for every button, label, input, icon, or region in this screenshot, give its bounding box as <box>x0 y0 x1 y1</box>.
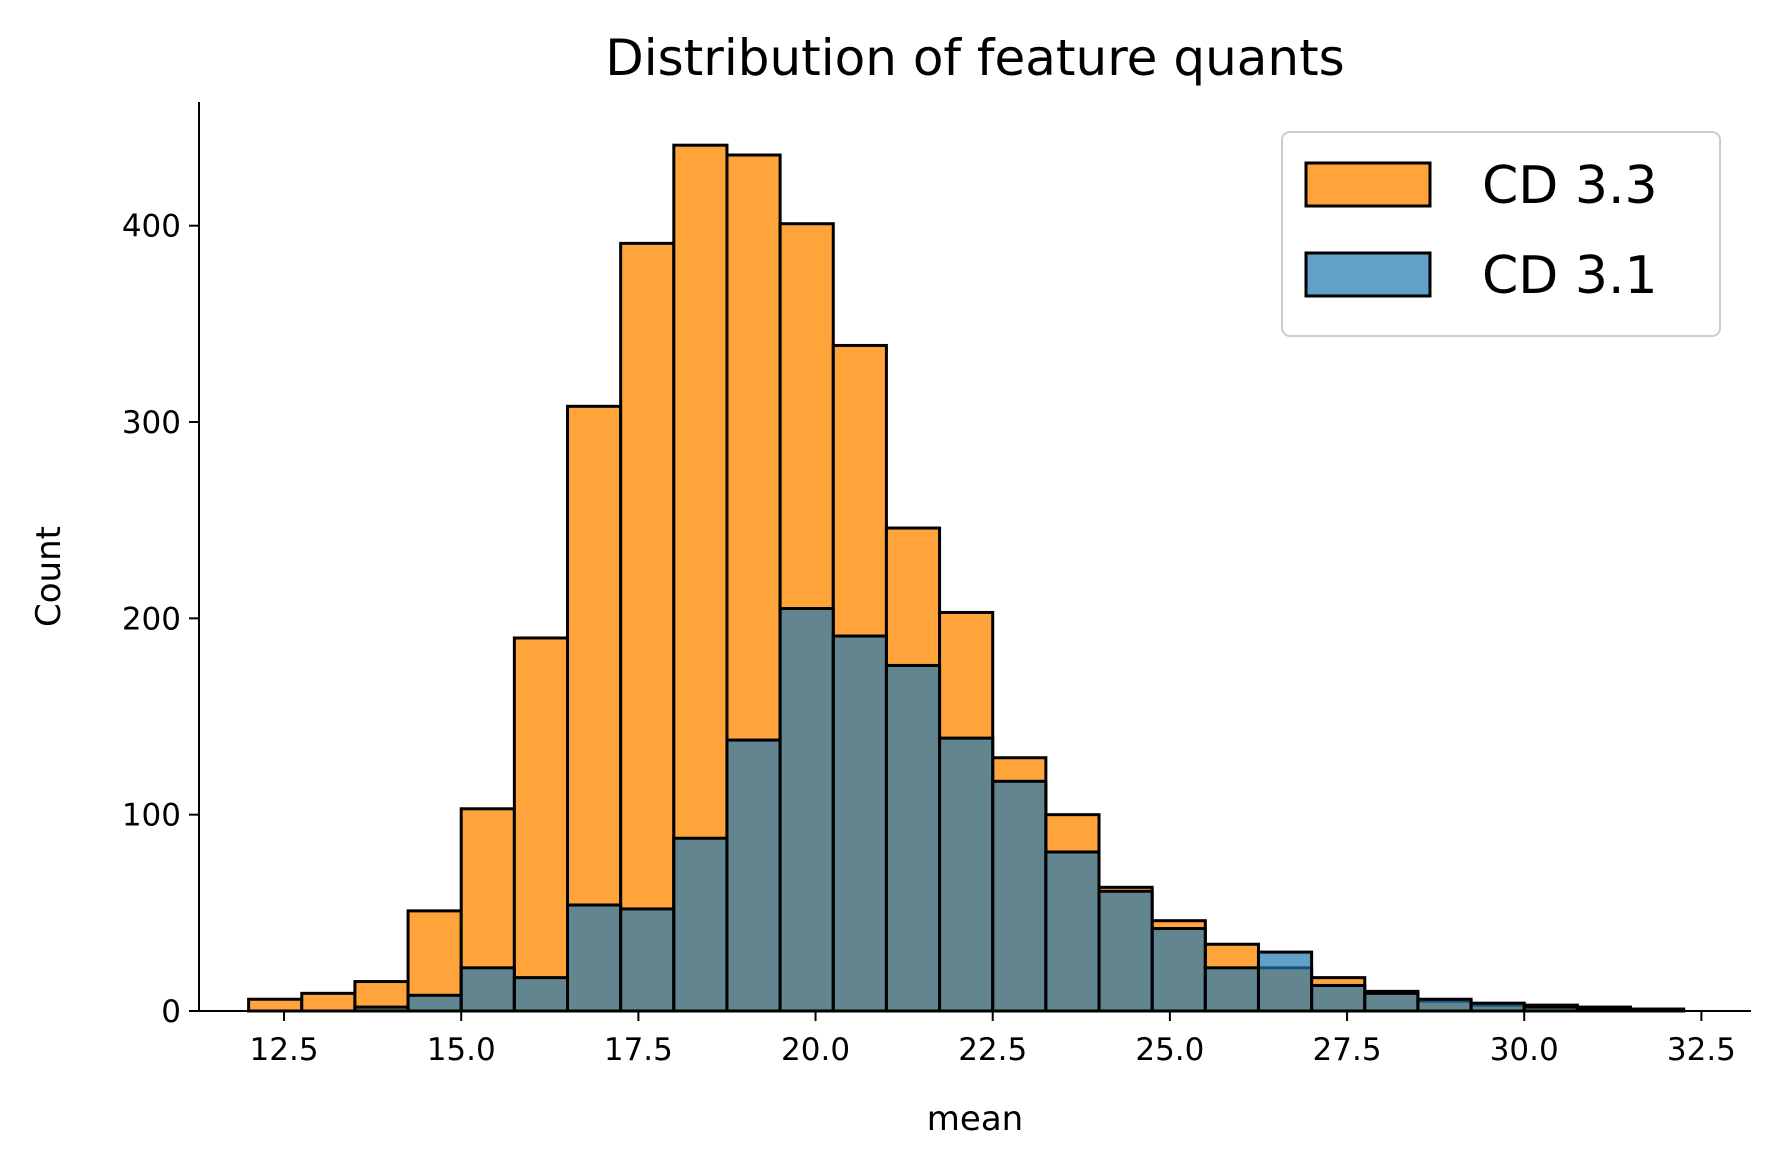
axes <box>198 102 1751 1012</box>
legend-label: CD 3.3 <box>1482 156 1658 216</box>
bar-cd33-7 <box>619 241 676 1013</box>
x-axis-label: mean <box>927 1099 1023 1139</box>
x-tick-label: 30.0 <box>1490 1032 1559 1068</box>
y-axis-label: Count <box>29 526 69 627</box>
y-ticks: 0 100 200 300 400 <box>122 209 199 1030</box>
legend-swatch <box>1304 251 1432 298</box>
legend-label: CD 3.1 <box>1482 246 1658 306</box>
bar-cd31-13 <box>938 736 995 1013</box>
bar-cd31-20 <box>1310 983 1367 1013</box>
x-tick-label: 22.5 <box>958 1032 1027 1068</box>
x-tick-label: 27.5 <box>1313 1032 1382 1068</box>
legend-swatch <box>1304 161 1432 208</box>
x-ticks: 12.5 15.0 17.5 20.0 22.5 25.0 27.5 30.0 32.5 <box>250 1011 1736 1068</box>
x-tick-label: 32.5 <box>1667 1032 1736 1068</box>
bar-cd33-1 <box>300 991 357 1013</box>
bar-cd31-7 <box>619 907 676 1013</box>
bar-cd31-18 <box>1203 966 1260 1013</box>
bar-cd31-22 <box>1416 997 1473 1013</box>
bar-cd31-6 <box>566 903 623 1013</box>
x-tick-label: 25.0 <box>1135 1032 1204 1068</box>
bar-cd31-14 <box>991 779 1048 1013</box>
x-tick-label: 15.0 <box>427 1032 496 1068</box>
bar-cd31-16 <box>1097 889 1154 1013</box>
y-tick-label: 100 <box>122 798 181 834</box>
legend: CD 3.3 CD 3.1 <box>1281 131 1721 337</box>
bar-cd31-4 <box>459 966 516 1013</box>
y-tick-label: 0 <box>161 994 181 1030</box>
x-tick-label: 17.5 <box>604 1032 673 1068</box>
y-tick-label: 300 <box>122 405 181 441</box>
bar-cd31-9 <box>725 738 782 1013</box>
bar-cd31-23 <box>1469 1001 1526 1013</box>
bar-cd31-17 <box>1150 927 1207 1013</box>
y-tick-label: 200 <box>122 601 181 637</box>
bars-cd31 <box>353 607 1633 1013</box>
bar-cd33-5 <box>512 636 570 1013</box>
bar-cd31-8 <box>672 836 729 1013</box>
y-tick-label: 400 <box>122 209 181 245</box>
bar-cd31-11 <box>831 634 888 1013</box>
bar-cd31-5 <box>512 976 570 1013</box>
bar-cd33-0 <box>247 997 304 1013</box>
bar-cd31-21 <box>1363 991 1420 1013</box>
chart-title: Distribution of feature quants <box>605 29 1345 87</box>
bar-cd31-10 <box>778 607 835 1013</box>
bar-cd31-12 <box>884 663 942 1013</box>
bar-cd31-19 <box>1256 950 1314 1013</box>
bar-cd31-3 <box>406 993 463 1013</box>
x-tick-label: 12.5 <box>250 1032 319 1068</box>
bar-cd31-15 <box>1044 850 1101 1013</box>
x-tick-label: 20.0 <box>781 1032 850 1068</box>
